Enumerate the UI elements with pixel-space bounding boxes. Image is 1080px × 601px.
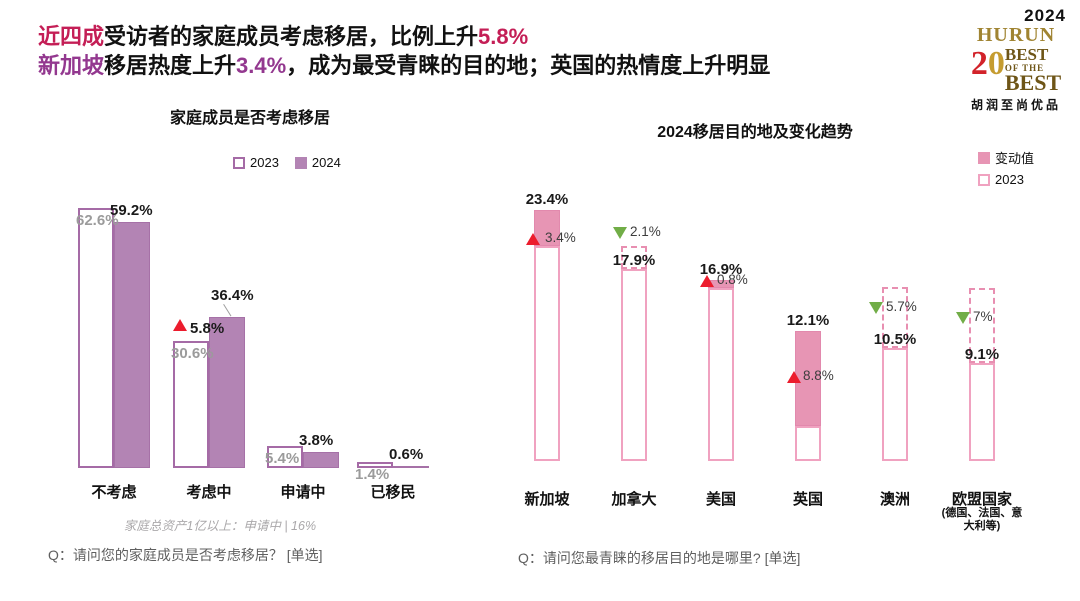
headline: 近四成受访者的家庭成员考虑移居，比例上升5.8% 新加坡移居热度上升3.4%，成… [38, 22, 770, 80]
bar-decrease-欧盟国家 [969, 288, 995, 364]
category-note-欧盟国家: (德国、法国、意大利等) [941, 507, 1023, 532]
logo-brand: HURUN [976, 24, 1056, 46]
bar-2024-加拿大 [621, 268, 647, 461]
change-label-加拿大: 2.1% [630, 224, 661, 239]
headline-line2-accent: 新加坡 [38, 53, 105, 78]
right-chart-question: Q：请问您最青睐的移居目的地是哪里? [单选] [518, 550, 801, 566]
bar-2024-申请中 [303, 452, 339, 468]
value-2024-加拿大: 17.9% [612, 251, 656, 269]
headline-line1: 近四成受访者的家庭成员考虑移居，比例上升5.8% [38, 22, 770, 51]
category-已移民: 已移民 [370, 484, 416, 501]
logo-best2: BEST [1004, 70, 1062, 95]
left-chart-legend: 2023 2024 [233, 155, 341, 170]
legend-swatch-2024-fill [294, 156, 307, 169]
up-arrow-icon-新加坡 [526, 233, 540, 245]
headline-line2-mid: 移居热度上升 [104, 53, 237, 78]
down-arrow-icon-欧盟国家 [956, 312, 970, 324]
headline-line2: 新加坡移居热度上升3.4%，成为最受青睐的目的地；英国的热情度上升明显 [38, 51, 770, 80]
bar-2024-已移民 [393, 465, 429, 468]
right-chart-title: 2024移居目的地及变化趋势 [657, 124, 853, 141]
legend-label-2023-right: 2023 [995, 172, 1024, 187]
bar-decrease-加拿大 [621, 246, 647, 269]
headline-line1-value: 5.8% [478, 24, 529, 49]
left-chart-question: Q：请问您的家庭成员是否考虑移居？ [单选] [48, 547, 323, 563]
legend-swatch-2023-outline-pink [978, 173, 990, 186]
value-2024-不考虑: 59.2% [110, 202, 153, 220]
bar-2024-澳洲 [882, 348, 908, 461]
logo-best1: BEST [1004, 45, 1049, 64]
bar-2023-美国 [708, 288, 734, 461]
legend-label-2024: 2024 [311, 155, 341, 170]
change-label-新加坡: 3.4% [545, 230, 576, 245]
logo-chinese-name: 胡润至尚优品 [970, 98, 1061, 112]
value-2023-考虑中: 30.6% [171, 344, 214, 362]
value-2024-已移民: 0.6% [389, 445, 424, 463]
category-澳洲: 澳洲 [879, 491, 910, 508]
up-arrow-icon-美国 [700, 275, 714, 287]
legend-swatch-2023-outline [233, 156, 245, 169]
change-label-考虑中: 5.8% [190, 320, 225, 337]
change-label-英国: 8.8% [803, 368, 834, 383]
bar-2023-考虑中 [173, 340, 209, 468]
category-申请中: 申请中 [280, 484, 326, 501]
category-美国: 美国 [705, 491, 736, 508]
down-arrow-icon-澳洲 [869, 302, 883, 314]
headline-line2-value: 3.4% [236, 53, 287, 78]
bar-2023-申请中 [267, 445, 303, 468]
logo-ofthe: OF THE [1004, 63, 1045, 73]
category-新加坡: 新加坡 [524, 491, 570, 508]
category-英国: 英国 [792, 491, 823, 508]
up-arrow-icon [173, 319, 187, 331]
value-2024-美国: 16.9% [699, 260, 743, 278]
headline-line2-rest: ，成为最受青睐的目的地；英国的热情度上升明显 [286, 53, 771, 78]
value-2024-澳洲: 10.5% [873, 331, 917, 349]
legend-label-change: 变动值 [995, 151, 1035, 166]
value-2024-考虑中: 36.4% [211, 286, 254, 304]
bar-2024-不考虑 [114, 222, 150, 468]
bar-2024-考虑中 [209, 316, 245, 468]
category-欧盟国家: 欧盟国家 [951, 491, 1012, 508]
down-arrow-icon-加拿大 [613, 227, 627, 239]
right-chart-legend: 变动值 2023 [978, 148, 1034, 192]
value-2023-已移民: 1.4% [355, 466, 390, 484]
headline-line1-mid: 受访者的家庭成员考虑移居，比例上升 [104, 24, 479, 49]
bar-2023-不考虑 [78, 208, 114, 468]
category-加拿大: 加拿大 [611, 491, 657, 508]
value-2024-新加坡: 23.4% [525, 190, 569, 208]
up-arrow-icon-英国 [787, 371, 801, 383]
change-label-美国: 0.8% [717, 272, 748, 287]
value-2024-英国: 12.1% [786, 312, 830, 330]
left-chart-title: 家庭成员是否考虑移居 [169, 110, 330, 127]
left-chart-note: 家庭总资产1亿以上：申请中 | 16% [123, 519, 317, 533]
value-2024-欧盟国家: 9.1% [964, 346, 1000, 364]
category-考虑中: 考虑中 [186, 484, 232, 501]
value-2023-申请中: 5.4% [265, 449, 300, 467]
logo-20-icon: 20 [970, 45, 1005, 82]
hurun-logo: 2024 HURUN 20 BEST OF THE BEST 胡润至尚优品 [960, 6, 1072, 113]
category-不考虑: 不考虑 [91, 484, 137, 501]
change-label-澳洲: 5.7% [886, 299, 917, 314]
bar-2023-已移民 [357, 462, 393, 468]
value-2024-申请中: 3.8% [299, 432, 334, 450]
value-2023-不考虑: 62.6% [76, 212, 119, 230]
change-label-欧盟国家: 7% [973, 309, 993, 324]
bar-decrease-澳洲 [882, 287, 908, 349]
logo-best-of-the-best: 20 BEST OF THE BEST [960, 45, 1072, 95]
logo-year: 2024 [1024, 6, 1066, 25]
bar-2023-新加坡 [534, 246, 560, 461]
bar-2023-英国 [795, 425, 821, 461]
headline-line1-accent: 近四成 [38, 24, 105, 49]
legend-swatch-change-fill [978, 151, 990, 164]
bar-2024-欧盟国家 [969, 363, 995, 461]
legend-label-2023: 2023 [250, 155, 279, 170]
